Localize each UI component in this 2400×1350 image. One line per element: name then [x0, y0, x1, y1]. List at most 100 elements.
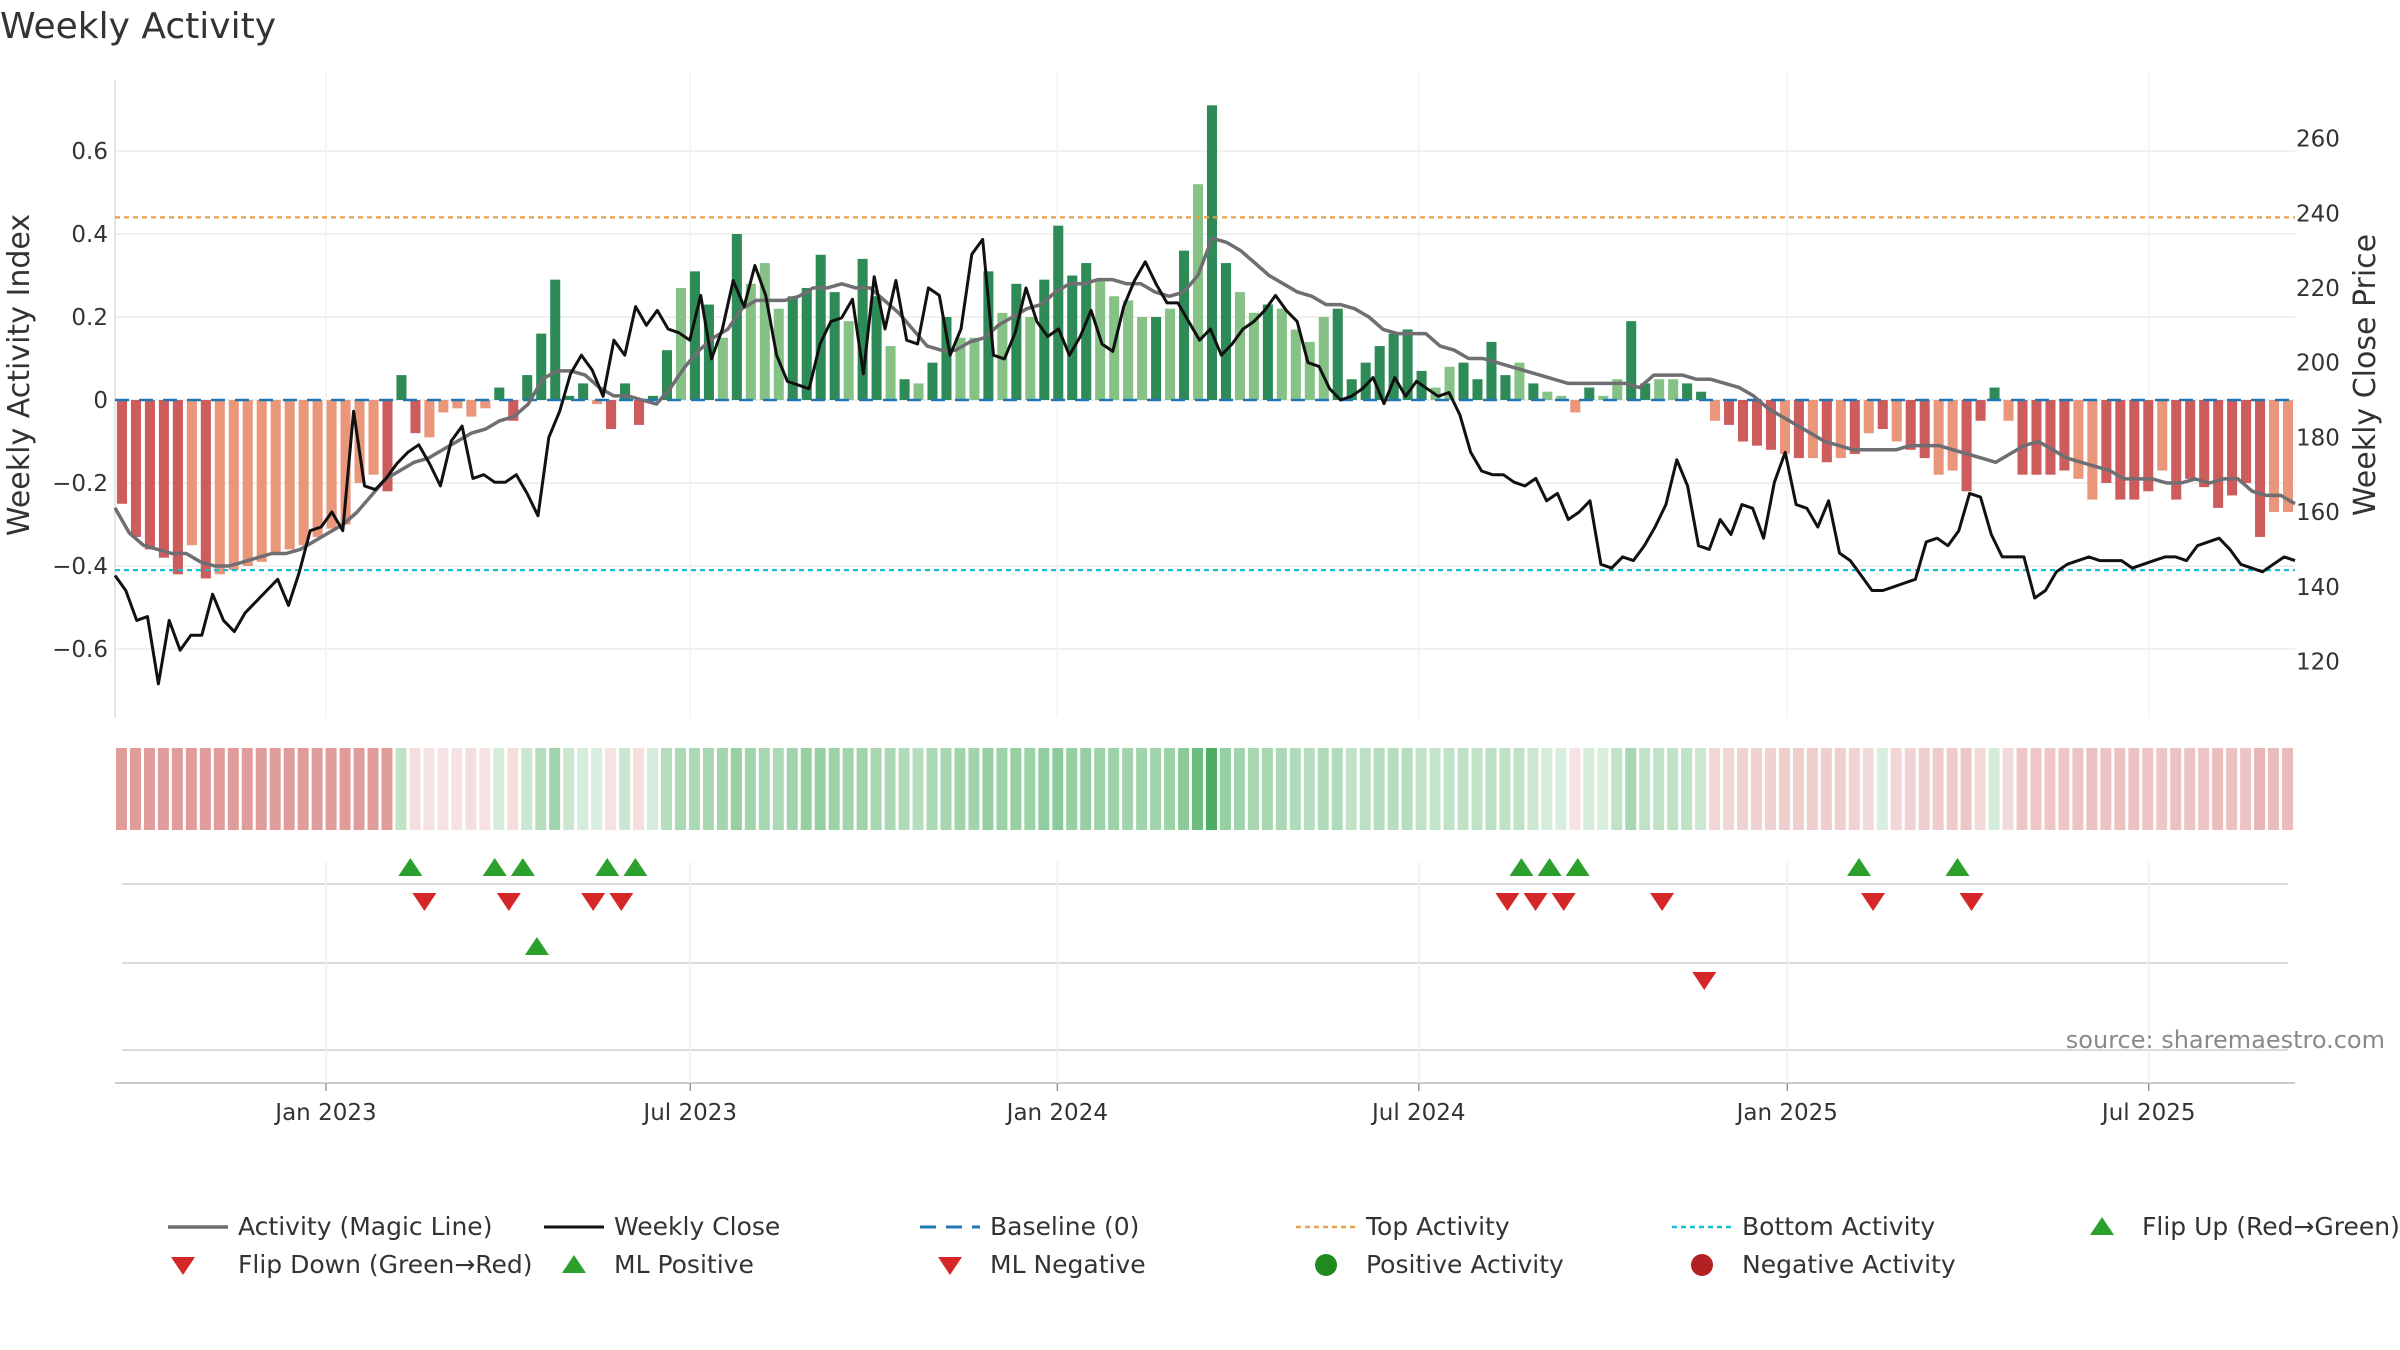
regime-strip-cell: [255, 748, 267, 830]
regime-strip-cell: [1387, 748, 1399, 830]
regime-strip-cell: [1219, 748, 1231, 830]
legend-swatch-ml-negative: [938, 1257, 962, 1275]
activity-bar-negative: [1765, 400, 1776, 450]
regime-strip-cell: [1862, 748, 1874, 830]
legend-swatch-ml-positive: [562, 1255, 586, 1273]
y-axis-left: −0.6 −0.4 −0.2 0 0.2 0.4 0.6: [52, 139, 108, 663]
activity-bar-negative: [354, 400, 365, 483]
legend-label: Weekly Close: [614, 1212, 780, 1241]
y-tick-label-right: 220: [2296, 276, 2340, 302]
regime-strip-cell: [814, 748, 826, 830]
activity-bar-negative: [158, 400, 169, 558]
y-axis-left-title: Weekly Activity Index: [2, 214, 37, 536]
flip-down-marker: [1959, 893, 1984, 911]
reference-lines: [115, 216, 2295, 572]
regime-strip-cell: [591, 748, 603, 830]
activity-bar-negative: [2031, 400, 2042, 475]
regime-strip-cell: [1876, 748, 1888, 830]
regime-strip-cell: [744, 748, 756, 830]
activity-bar-positive: [717, 337, 728, 400]
regime-strip-cell: [1164, 748, 1176, 830]
regime-strip-cell: [982, 748, 994, 830]
legend-item: Bottom Activity: [1672, 1212, 1935, 1241]
activity-bar-positive: [899, 379, 910, 400]
regime-strip-cell: [633, 748, 645, 830]
regime-strip-cell: [1639, 748, 1651, 830]
magic-line-series: [113, 236, 2296, 568]
activity-bar-positive: [1192, 184, 1204, 400]
regime-strip-cell: [996, 748, 1008, 830]
regime-strip-cell: [730, 748, 742, 830]
regime-strip-cell: [1206, 748, 1217, 830]
regime-strip-cell: [1499, 748, 1511, 830]
regime-strip-cell: [1275, 748, 1287, 830]
activity-bar-positive: [885, 346, 896, 400]
activity-bar-negative: [1961, 400, 1972, 492]
flip-down-marker: [1861, 893, 1886, 911]
activity-bar-positive: [773, 308, 784, 400]
regime-strip-cell: [479, 748, 491, 830]
activity-bar-positive: [857, 258, 868, 400]
flip-up-marker: [1565, 858, 1590, 876]
activity-bar-positive: [1206, 105, 1218, 400]
activity-bar-negative: [1779, 400, 1790, 454]
regime-strip-cell: [619, 748, 631, 830]
flip-down-marker: [581, 893, 606, 911]
regime-strip-cell: [521, 748, 533, 830]
activity-bar-positive: [1151, 317, 1162, 400]
activity-bar-negative: [2255, 400, 2266, 537]
regime-strip-cell: [702, 748, 714, 830]
activity-bar-negative: [1751, 400, 1763, 446]
regime-strip-cell: [1918, 748, 1930, 830]
activity-bar-positive: [689, 271, 700, 400]
activity-bar-negative: [1710, 400, 1721, 421]
activity-bar-positive: [969, 337, 980, 400]
activity-bar-positive: [955, 337, 966, 400]
activity-bar-positive: [1360, 362, 1371, 400]
y-tick-label-right: 120: [2296, 649, 2340, 675]
regime-strip-cell: [423, 748, 435, 830]
regime-strip-cell: [968, 748, 980, 830]
regime-strip-cell: [1653, 748, 1665, 830]
regime-strip-cell: [1080, 748, 1092, 830]
regime-strip-cell: [1150, 748, 1162, 830]
activity-bar-positive: [941, 317, 952, 400]
activity-bar-negative: [2101, 400, 2112, 483]
regime-strip-cell: [1136, 748, 1148, 830]
activity-bar-negative: [340, 400, 351, 525]
regime-strip-cell: [451, 748, 463, 830]
activity-bar-negative: [2087, 400, 2098, 500]
regime-strip-cell: [325, 748, 337, 830]
activity-bar-positive: [550, 279, 561, 400]
regime-strip-cell: [535, 748, 547, 830]
ml-negative-marker: [1692, 972, 1717, 990]
x-tick-label: Jul 2025: [2100, 1100, 2196, 1126]
activity-bar-negative: [298, 400, 309, 546]
regime-strip-cell: [1960, 748, 1972, 830]
regime-strip-cell: [1541, 748, 1553, 830]
regime-strip-cell: [1303, 748, 1315, 830]
activity-bar-positive: [815, 254, 826, 400]
regime-strip-cell: [339, 748, 351, 830]
regime-strip-cell: [2282, 748, 2293, 830]
regime-strip-cell: [1513, 748, 1525, 830]
flip-up-marker: [510, 858, 535, 876]
weekly-close-series: [113, 237, 2296, 686]
regime-strip-cell: [2100, 748, 2112, 830]
legend-label: Top Activity: [1365, 1212, 1510, 1241]
activity-bar-positive: [1444, 366, 1455, 400]
flip-down-marker: [1551, 893, 1576, 911]
regime-strip-cell: [1457, 748, 1469, 830]
regime-strip-cell: [1401, 748, 1413, 830]
activity-bar-negative: [1975, 400, 1986, 421]
regime-strip-cell: [2114, 748, 2126, 830]
regime-strip-cell: [786, 748, 798, 830]
regime-strip-cell: [1024, 748, 1036, 830]
activity-bar-negative: [2171, 400, 2182, 500]
regime-strip-cell: [116, 748, 127, 830]
activity-bar-positive: [1556, 395, 1567, 400]
activity-bar-negative: [2143, 400, 2154, 492]
activity-bar-negative: [368, 400, 379, 475]
y-tick-label-left: 0.6: [71, 139, 108, 165]
regime-strip-cell: [1038, 748, 1050, 830]
